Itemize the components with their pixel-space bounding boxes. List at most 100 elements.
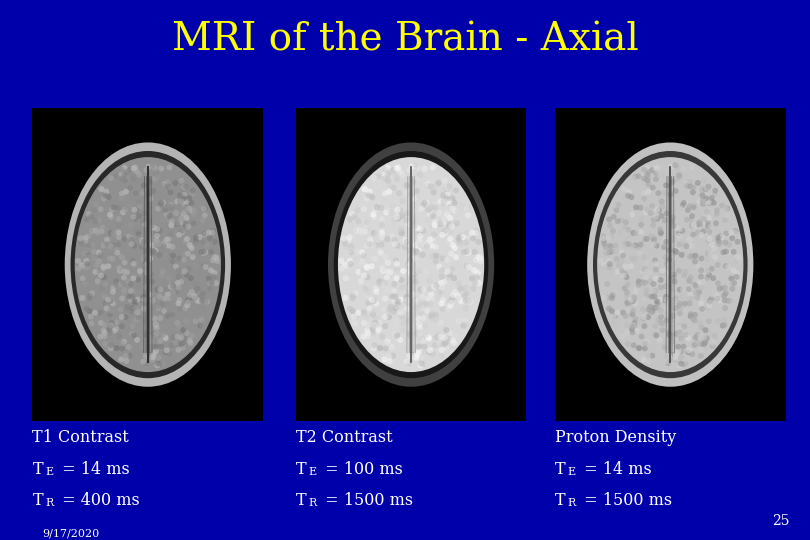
Point (174, 218, 187, 226)
Point (146, 277, 159, 286)
Point (172, 284, 185, 292)
Point (198, 230, 211, 239)
Point (697, 196, 710, 205)
Point (113, 233, 126, 241)
Point (164, 280, 177, 289)
Point (403, 330, 416, 339)
Point (164, 231, 177, 239)
Point (116, 190, 129, 198)
Point (638, 190, 651, 198)
Point (151, 347, 164, 356)
Point (612, 261, 625, 269)
Point (397, 326, 410, 334)
Point (395, 228, 408, 237)
Point (676, 251, 688, 259)
Point (100, 235, 113, 244)
Point (92, 248, 105, 257)
Point (399, 296, 412, 305)
Point (380, 339, 393, 348)
Point (81, 246, 94, 254)
Point (606, 307, 619, 315)
Point (439, 200, 452, 208)
Point (175, 198, 188, 207)
Point (114, 305, 127, 314)
Point (422, 206, 435, 214)
Point (395, 306, 408, 315)
Point (360, 218, 373, 227)
Point (390, 167, 403, 176)
Point (395, 312, 408, 321)
Point (386, 352, 399, 360)
Point (662, 359, 675, 368)
Point (138, 295, 151, 304)
Point (181, 298, 194, 307)
Point (175, 197, 188, 206)
Point (181, 329, 194, 338)
Point (196, 216, 209, 225)
Point (621, 225, 634, 234)
Point (163, 350, 176, 359)
Point (109, 325, 122, 333)
Point (708, 332, 721, 340)
Point (603, 241, 616, 250)
Ellipse shape (593, 151, 748, 378)
Point (731, 238, 744, 246)
Point (94, 251, 107, 260)
Point (724, 296, 737, 305)
Point (691, 293, 704, 302)
Point (410, 353, 423, 362)
Point (669, 350, 682, 359)
Point (153, 226, 166, 235)
Point (727, 266, 740, 274)
Point (622, 240, 635, 248)
Point (87, 241, 100, 249)
Point (700, 194, 713, 203)
Point (639, 208, 652, 217)
Point (471, 253, 484, 261)
Point (697, 228, 710, 237)
Point (366, 325, 379, 334)
Point (696, 191, 709, 199)
Point (684, 276, 697, 285)
Point (407, 234, 420, 242)
Point (369, 343, 382, 352)
Point (707, 274, 720, 282)
Point (360, 239, 373, 248)
Point (382, 206, 394, 214)
Point (196, 296, 209, 305)
Point (706, 265, 718, 273)
Point (160, 346, 173, 355)
Point (650, 260, 663, 268)
Point (458, 248, 471, 256)
Point (383, 187, 396, 196)
Point (115, 174, 128, 183)
Point (156, 322, 168, 331)
Point (112, 204, 125, 212)
Point (706, 197, 718, 206)
Point (161, 182, 174, 191)
Point (410, 350, 423, 359)
Point (650, 169, 663, 178)
Point (151, 232, 164, 240)
Point (712, 237, 725, 245)
Point (454, 240, 467, 248)
Point (474, 257, 487, 266)
Point (672, 173, 685, 182)
Point (181, 199, 194, 207)
Point (684, 182, 697, 191)
Point (696, 305, 709, 313)
Point (681, 206, 694, 214)
Point (383, 167, 396, 176)
Point (109, 244, 122, 252)
Point (676, 347, 688, 356)
Point (79, 280, 92, 288)
Point (655, 212, 668, 220)
Point (352, 308, 365, 317)
Point (424, 299, 437, 308)
Text: T: T (555, 461, 565, 477)
Point (605, 232, 618, 240)
Point (615, 248, 628, 257)
Point (147, 303, 160, 312)
Point (366, 193, 379, 201)
Point (99, 340, 112, 348)
